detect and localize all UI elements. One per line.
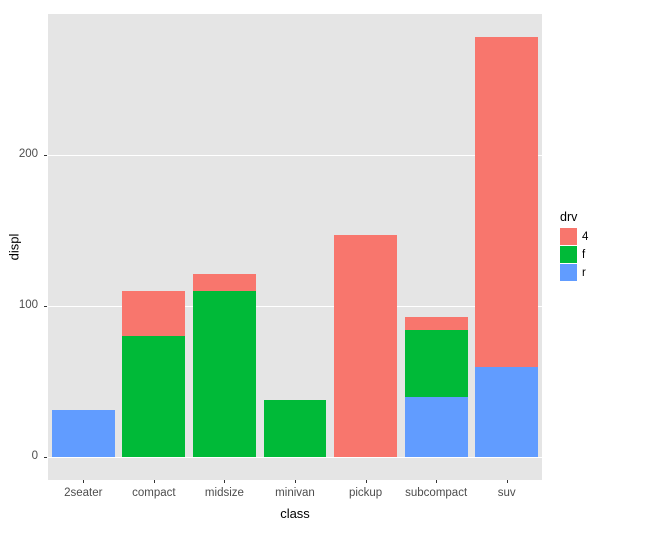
x-tick-label: midsize [205, 487, 244, 499]
y-tick-mark [44, 457, 47, 458]
bar-segment [52, 410, 115, 457]
x-tick-label: subcompact [405, 487, 467, 499]
bar-segment [264, 400, 327, 457]
y-tick-label: 200 [0, 148, 38, 160]
bar-segment [122, 336, 185, 457]
y-tick-label: 100 [0, 299, 38, 311]
y-tick-mark [44, 155, 47, 156]
y-axis-title: displ [7, 234, 22, 261]
bar-segment [193, 274, 256, 291]
legend-item: 4 [560, 228, 588, 245]
legend-title: drv [560, 210, 588, 224]
legend-item: r [560, 264, 588, 281]
legend-label: f [582, 249, 585, 261]
bar-segment [475, 37, 538, 367]
legend-item: f [560, 246, 588, 263]
y-tick-mark [44, 306, 47, 307]
bar-segment [405, 317, 468, 331]
x-tick-mark [83, 480, 84, 483]
bar-segment [193, 291, 256, 457]
bar-segment [405, 330, 468, 397]
x-tick-mark [154, 480, 155, 483]
gridline [48, 457, 542, 458]
gridline [48, 155, 542, 156]
x-tick-mark [436, 480, 437, 483]
x-tick-label: pickup [349, 487, 382, 499]
y-tick-label: 0 [0, 450, 38, 462]
legend-swatch [560, 264, 577, 281]
bar-segment [334, 235, 397, 457]
legend-label: r [582, 267, 586, 279]
bar-segment [122, 291, 185, 336]
legend-label: 4 [582, 231, 588, 243]
x-tick-mark [295, 480, 296, 483]
x-tick-label: suv [498, 487, 516, 499]
plot-panel [48, 14, 542, 480]
x-axis-title: class [280, 506, 310, 521]
x-tick-label: 2seater [64, 487, 102, 499]
x-tick-mark [224, 480, 225, 483]
bar-segment [405, 397, 468, 458]
x-tick-mark [507, 480, 508, 483]
legend-swatch [560, 246, 577, 263]
chart-container: displ class drv 4 fr 0 100 200 2seater compac… [0, 0, 656, 540]
bar-segment [475, 367, 538, 458]
x-tick-label: compact [132, 487, 175, 499]
x-tick-label: minivan [275, 487, 315, 499]
x-tick-mark [366, 480, 367, 483]
legend: drv 4 fr [560, 210, 588, 282]
legend-swatch [560, 228, 577, 245]
